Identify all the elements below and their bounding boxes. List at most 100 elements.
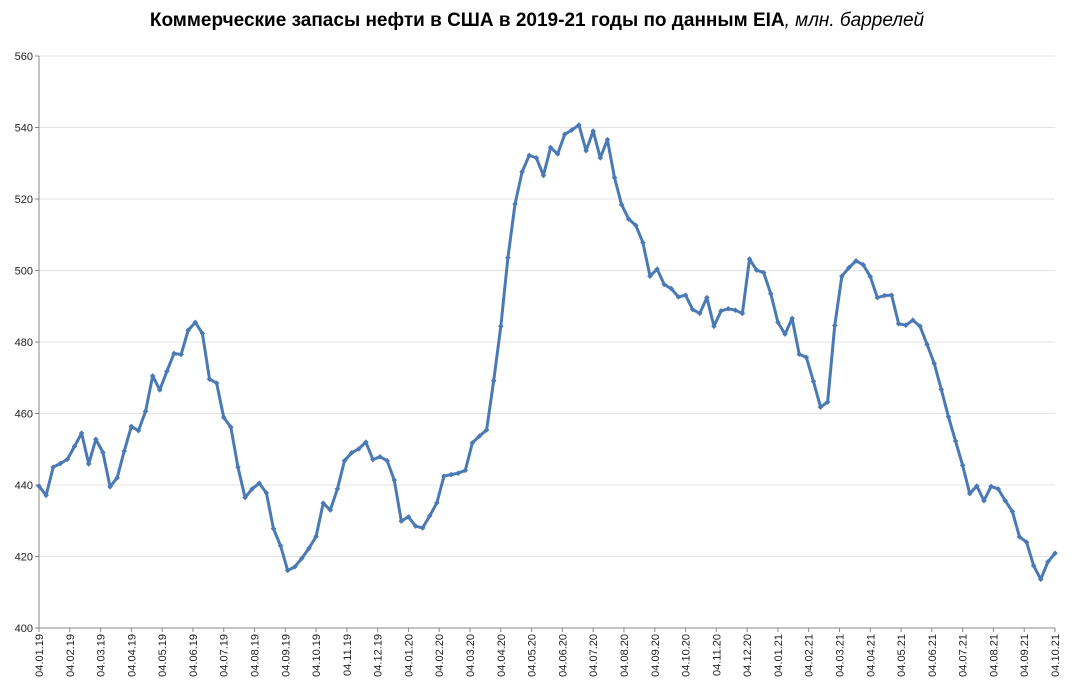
data-point — [554, 151, 561, 157]
data-point — [469, 440, 476, 446]
data-point — [1037, 576, 1044, 583]
y-tick-label: 480 — [15, 337, 33, 349]
data-point — [846, 264, 852, 271]
data-point — [597, 155, 604, 161]
data-point — [561, 131, 568, 138]
data-point — [242, 494, 248, 501]
x-tick-label: 04.08.20 — [619, 634, 631, 677]
data-point — [590, 128, 596, 134]
x-tick-label: 04.11.20 — [711, 634, 723, 676]
data-point — [426, 512, 433, 519]
data-point — [462, 467, 469, 474]
data-point — [57, 460, 64, 467]
x-tick-label: 04.10.19 — [311, 634, 323, 677]
x-tick-label: 04.01.21 — [773, 634, 785, 677]
data-point — [107, 483, 113, 490]
data-point — [156, 387, 163, 393]
data-point — [782, 331, 788, 337]
data-point — [36, 483, 42, 489]
data-point — [512, 201, 518, 207]
data-point — [263, 490, 270, 496]
x-tick-label: 04.07.21 — [958, 634, 970, 677]
data-point — [384, 457, 390, 464]
data-point — [419, 525, 426, 531]
data-point — [1023, 539, 1030, 545]
data-point — [185, 327, 192, 334]
data-point — [974, 483, 980, 489]
data-point — [50, 464, 57, 470]
data-point — [902, 322, 909, 328]
x-tick-label: 04.11.19 — [342, 634, 354, 676]
data-point — [270, 525, 277, 532]
data-point — [284, 567, 291, 574]
data-point — [121, 448, 128, 454]
data-point — [817, 404, 824, 410]
x-tick-label: 04.04.21 — [865, 634, 877, 677]
data-point — [547, 144, 554, 151]
data-point — [277, 542, 284, 549]
data-point — [647, 273, 653, 280]
data-point — [689, 306, 696, 313]
x-tick-label: 04.05.21 — [896, 634, 908, 677]
x-tick-label: 04.01.19 — [34, 634, 46, 677]
data-point — [533, 155, 540, 161]
x-tick-label: 04.06.20 — [557, 634, 569, 677]
data-point — [895, 320, 902, 327]
series-line — [37, 123, 1057, 581]
data-point — [725, 305, 731, 312]
data-point — [732, 307, 739, 313]
data-point — [341, 457, 348, 464]
data-point — [910, 317, 916, 323]
data-point — [192, 319, 199, 326]
data-point — [1016, 534, 1023, 540]
data-point — [164, 368, 170, 375]
data-point — [704, 294, 710, 301]
x-tick-label: 04.08.19 — [250, 634, 262, 677]
x-tick-label: 04.03.20 — [465, 634, 477, 677]
x-tick-label: 04.04.19 — [126, 634, 138, 677]
data-point — [803, 354, 810, 361]
data-point — [441, 473, 447, 479]
data-point — [398, 518, 405, 524]
data-point — [306, 545, 312, 552]
data-point — [391, 477, 398, 483]
data-point — [981, 497, 987, 504]
data-point — [768, 290, 774, 297]
data-point — [327, 507, 334, 513]
data-point — [135, 427, 142, 434]
data-point — [505, 254, 511, 261]
y-tick-label: 500 — [15, 266, 33, 278]
data-point — [1052, 550, 1058, 557]
data-point — [256, 480, 263, 487]
data-point — [220, 414, 227, 421]
data-point — [299, 555, 305, 562]
data-point — [995, 486, 1001, 492]
x-tick-label: 04.04.20 — [496, 634, 508, 677]
data-point — [363, 439, 369, 445]
data-point — [100, 449, 106, 456]
data-point — [625, 216, 632, 222]
y-tick-label: 400 — [15, 623, 33, 635]
data-point — [640, 239, 646, 246]
data-point — [796, 351, 803, 357]
y-axis-ticks: 400 420 440 460 480 500 520 540 560 — [15, 51, 39, 635]
data-point — [1045, 559, 1051, 565]
data-point — [213, 380, 220, 386]
data-point — [853, 258, 859, 264]
x-tick-label: 04.06.21 — [927, 634, 939, 677]
data-point — [711, 323, 717, 330]
data-point — [334, 486, 341, 492]
data-point — [682, 292, 689, 298]
data-point — [249, 486, 255, 492]
data-point — [519, 169, 525, 175]
x-tick-label: 04.05.20 — [527, 634, 539, 677]
data-point — [348, 450, 355, 456]
data-point — [498, 323, 504, 330]
x-tick-label: 04.10.20 — [681, 634, 693, 677]
data-point — [199, 330, 206, 337]
data-point — [313, 533, 319, 540]
x-tick-label: 04.06.19 — [188, 634, 200, 677]
data-point — [71, 443, 78, 450]
x-tick-label: 04.02.20 — [434, 634, 446, 677]
data-point — [867, 273, 874, 280]
